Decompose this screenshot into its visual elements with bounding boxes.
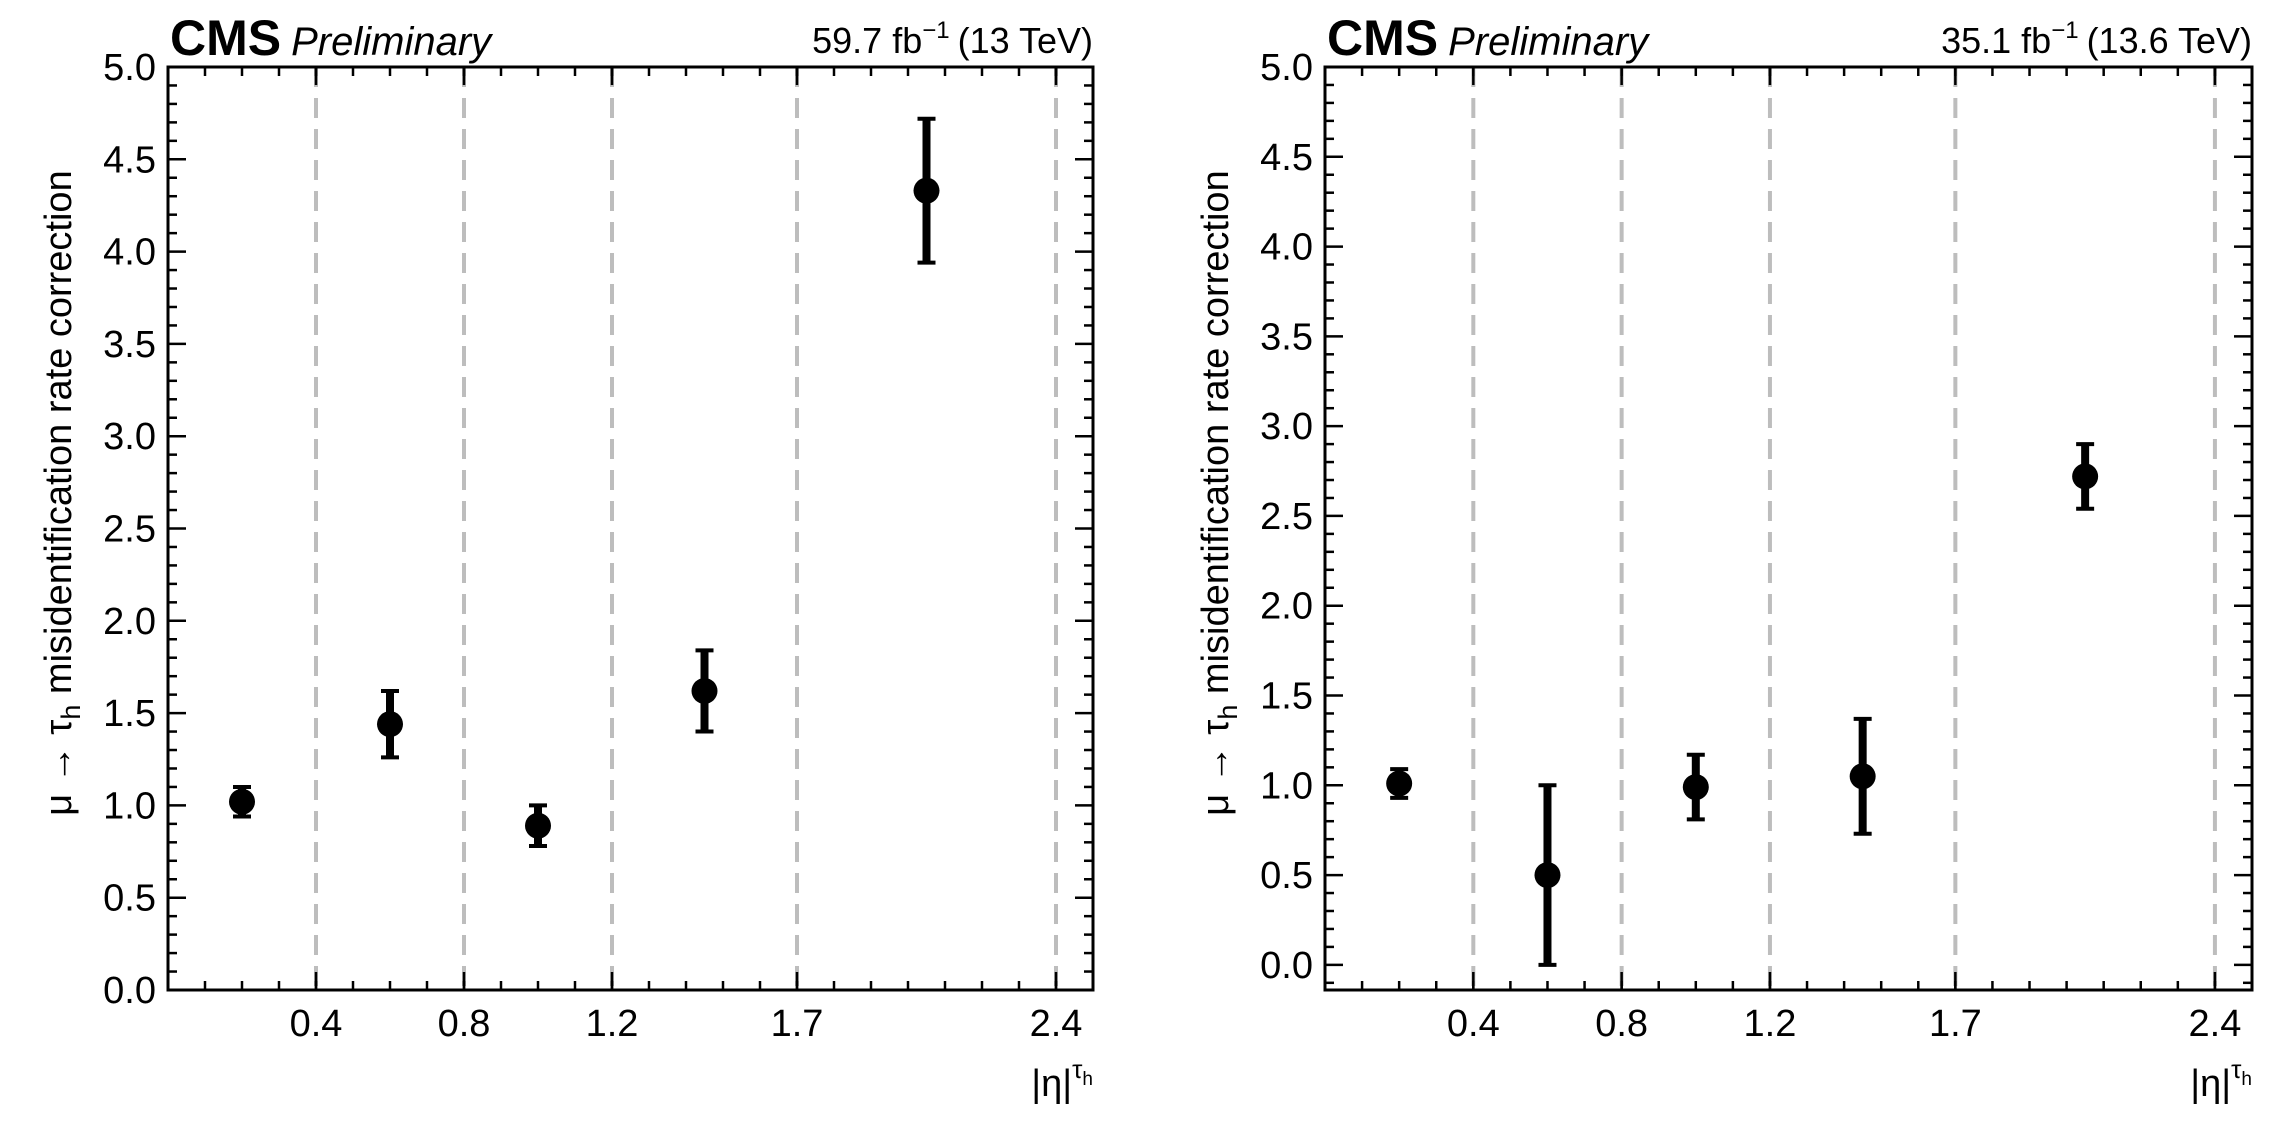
data-point	[913, 177, 940, 204]
x-tick-label: 1.7	[1929, 1003, 1982, 1045]
y-tick-label: 0.5	[103, 878, 156, 920]
data-point	[525, 812, 551, 839]
preliminary-label: Preliminary	[291, 20, 494, 64]
y-tick-label: 2.5	[103, 509, 156, 551]
x-axis-title-supsub: h	[2241, 1069, 2252, 1090]
energy-label: (13 TeV)	[958, 20, 1093, 61]
y-tick-label: 1.0	[1260, 765, 1313, 807]
y-tick-label: 3.5	[1260, 316, 1313, 358]
x-tick-label: 0.8	[438, 1003, 491, 1045]
y-tick-label: 2.0	[1260, 586, 1313, 628]
y-axis-title-sub: h	[56, 705, 86, 720]
x-tick-label: 1.2	[1744, 1003, 1797, 1045]
data-point	[1849, 763, 1876, 790]
y-tick-label: 1.5	[103, 693, 156, 735]
y-axis-title-mu: μ → τ	[38, 720, 80, 816]
energy-label: (13.6 TeV)	[2087, 20, 2252, 61]
x-axis-title: |η|τh	[2190, 1054, 2252, 1105]
cms-label: CMS	[170, 10, 281, 66]
y-tick-label: 2.0	[103, 601, 156, 643]
y-tick-label: 0.5	[1260, 855, 1313, 897]
y-tick-label: 0.0	[103, 970, 156, 1012]
luminosity-label: 35.1 fb−1 (13.6 TeV)	[1941, 17, 2252, 61]
x-tick-label: 2.4	[2189, 1003, 2242, 1045]
x-axis-title-sup: τ	[1072, 1054, 1083, 1084]
y-axis-title-rest: misidentification rate correction	[38, 170, 80, 704]
data-point	[1682, 774, 1709, 801]
data-point	[691, 677, 718, 704]
y-tick-label: 3.5	[103, 324, 156, 366]
x-axis-title-sup: τ	[2231, 1054, 2242, 1084]
x-tick-label: 1.7	[771, 1003, 824, 1045]
y-tick-label: 0.0	[1260, 945, 1313, 987]
x-axis-title: |η|τh	[1031, 1054, 1093, 1105]
y-axis-title-mu: μ → τ	[1195, 720, 1237, 816]
x-axis-title-supsub: h	[1082, 1069, 1093, 1090]
cms-label: CMS	[1327, 10, 1438, 66]
x-tick-label: 0.8	[1595, 1003, 1648, 1045]
plot-frame	[1323, 65, 2254, 992]
lumi-value: 59.7 fb	[812, 20, 922, 61]
x-tick-label: 0.4	[290, 1003, 343, 1045]
y-tick-label: 1.5	[1260, 676, 1313, 718]
data-point	[377, 711, 403, 738]
lumi-value: 35.1 fb	[1941, 20, 2051, 61]
x-tick-label: 2.4	[1030, 1003, 1083, 1045]
lumi-exponent: −1	[2051, 17, 2078, 44]
experiment-label: CMS Preliminary	[170, 10, 494, 66]
data-point	[2072, 463, 2099, 490]
y-tick-label: 2.5	[1260, 496, 1313, 538]
experiment-label: CMS Preliminary	[1327, 10, 1651, 66]
y-tick-label: 3.0	[103, 416, 156, 458]
y-tick-label: 1.0	[103, 785, 156, 827]
y-axis-title: μ → τh misidentification rate correction	[1195, 170, 1243, 815]
y-axis-title-rest: misidentification rate correction	[1195, 170, 1237, 704]
y-tick-label: 5.0	[1260, 47, 1313, 89]
x-tick-label: 0.4	[1447, 1003, 1500, 1045]
data-point	[1386, 770, 1413, 797]
y-tick-label: 4.0	[103, 232, 156, 274]
y-tick-label: 4.0	[1260, 227, 1313, 269]
lumi-exponent: −1	[922, 17, 949, 44]
y-tick-label: 5.0	[103, 47, 156, 89]
plot-panel-1: 0.0 0.5 1.0 1.5 2.0 2.5 3.0 3.5 4.0 4.5 5.0 0.4 0.8 1…	[38, 10, 1095, 1105]
y-axis-title-sub: h	[1213, 705, 1243, 720]
x-axis-title-main: |η|	[2190, 1063, 2231, 1105]
x-tick-label: 1.2	[586, 1003, 639, 1045]
y-tick-label: 3.0	[1260, 406, 1313, 448]
y-tick-label: 4.5	[1260, 137, 1313, 179]
y-axis-title: μ → τh misidentification rate correction	[38, 170, 86, 815]
luminosity-label: 59.7 fb−1 (13 TeV)	[812, 17, 1093, 61]
preliminary-label: Preliminary	[1448, 20, 1651, 64]
y-tick-label: 4.5	[103, 139, 156, 181]
data-point	[1534, 862, 1561, 889]
data-point	[229, 788, 255, 815]
plot-panel-2: 0.0 0.5 1.0 1.5 2.0 2.5 3.0 3.5 4.0 4.5 5.0 0.4 0.8 1…	[1195, 10, 2254, 1105]
x-axis-title-main: |η|	[1031, 1063, 1072, 1105]
plot-frame	[166, 65, 1095, 992]
